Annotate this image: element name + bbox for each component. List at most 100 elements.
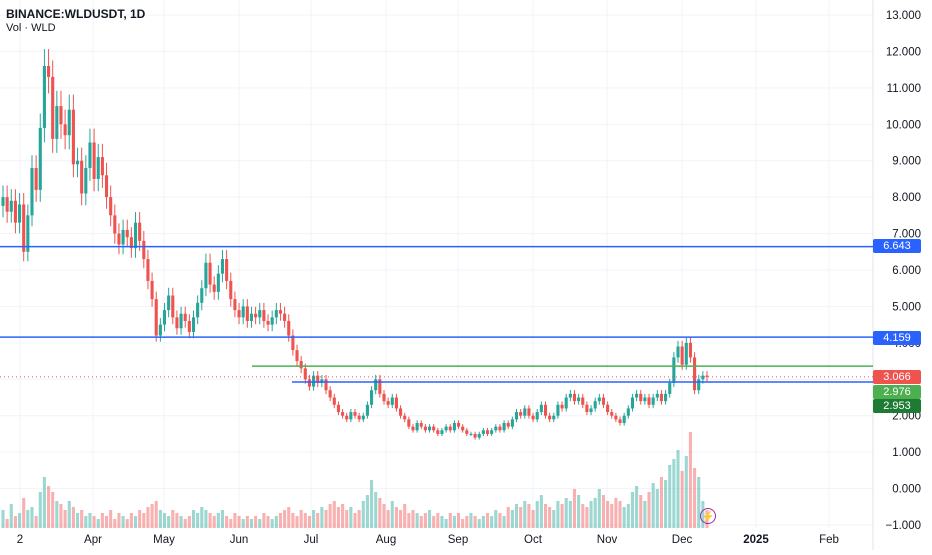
volume-bar: [291, 513, 295, 528]
candle-body: [270, 317, 274, 325]
candle-body: [183, 313, 187, 321]
candle-body: [67, 109, 71, 136]
volume-bar: [510, 510, 514, 528]
x-tick-label: Nov: [597, 534, 618, 546]
volume-bar: [328, 504, 332, 528]
candle-body: [635, 393, 639, 398]
volume-bar: [440, 516, 444, 528]
volume-bar: [659, 477, 663, 528]
volume-bar: [162, 513, 167, 528]
volume-bar: [138, 510, 142, 528]
candle-body: [63, 124, 67, 136]
candle-body: [283, 313, 287, 321]
volume-bar: [556, 501, 560, 528]
candle-body: [419, 423, 423, 427]
candle-body: [688, 342, 692, 358]
candle-body: [469, 433, 473, 435]
candle-body: [96, 157, 100, 179]
volume-bar: [635, 486, 639, 528]
candle-body: [303, 368, 307, 380]
volume-bar: [626, 504, 630, 528]
candle-body: [593, 401, 597, 409]
volume-bar: [639, 495, 643, 528]
candle-body: [647, 397, 651, 405]
candle-body: [676, 346, 680, 358]
volume-indicator-label: Vol · WLD: [6, 22, 56, 34]
candle-body: [312, 375, 316, 387]
volume-bar: [606, 501, 610, 528]
volume-bar: [142, 513, 146, 528]
candle-body: [336, 404, 340, 413]
volume-bar: [494, 510, 498, 528]
candle-body: [167, 295, 171, 311]
hline-price-tag-green: 2.976: [873, 385, 921, 399]
candle-body: [92, 142, 96, 179]
volume-bar: [71, 507, 75, 528]
candle-body: [109, 197, 113, 216]
candle-body: [345, 415, 349, 420]
volume-bar: [47, 486, 51, 528]
volume-bar: [407, 513, 411, 528]
volume-bar: [1, 510, 5, 528]
candle-body: [121, 229, 125, 245]
x-tick-label: 2: [17, 534, 23, 546]
candle-body: [568, 393, 572, 398]
volume-bar: [96, 519, 100, 528]
volume-bar: [589, 501, 593, 528]
candle-body: [104, 175, 109, 198]
volume-bar: [13, 516, 17, 528]
candle-body: [274, 310, 278, 318]
volume-bar: [618, 501, 622, 528]
x-tick-label: Jul: [304, 534, 319, 546]
volume-bar: [610, 504, 614, 528]
volume-bar: [506, 507, 510, 528]
volume-bar: [365, 495, 369, 528]
volume-bar: [539, 495, 543, 528]
candle-body: [34, 168, 38, 190]
lightning-bolt-icon[interactable]: ⚡: [700, 508, 716, 524]
volume-bar: [448, 513, 452, 528]
candle-body: [606, 404, 610, 413]
volume-bar: [229, 519, 233, 528]
candle-body: [5, 197, 9, 212]
candle-body: [386, 401, 390, 405]
volume-bar: [427, 510, 432, 528]
y-tick-label: 8.000: [892, 192, 921, 204]
candle-body: [403, 415, 407, 420]
hline-price-tag-mid: 4.159: [873, 331, 921, 345]
candle-body: [71, 109, 75, 165]
volume-bar: [386, 510, 390, 528]
volume-bar: [92, 516, 96, 528]
candle-body: [258, 310, 262, 318]
candle-body: [589, 408, 593, 413]
volume-bar: [419, 516, 423, 528]
volume-bar: [67, 501, 71, 528]
candle-body: [693, 357, 697, 391]
candle-body: [158, 324, 162, 336]
candle-body: [394, 397, 398, 409]
volume-bar: [237, 516, 241, 528]
y-tick-label: 6.000: [892, 265, 921, 277]
volume-bar: [519, 507, 523, 528]
candle-body: [162, 310, 167, 325]
candle-body: [241, 306, 245, 318]
volume-bar: [18, 513, 22, 528]
volume-bar: [498, 513, 502, 528]
candle-body: [18, 204, 22, 223]
y-tick-label: −1.000: [886, 520, 922, 532]
candle-body: [328, 390, 332, 398]
candle-body: [581, 397, 585, 405]
volume-bar: [241, 519, 245, 528]
volume-bar: [548, 507, 552, 528]
y-tick-label: 2.000: [892, 411, 921, 423]
volume-bar: [668, 465, 672, 528]
candle-body: [560, 404, 564, 409]
x-tick-label: Sep: [448, 534, 468, 546]
y-tick-label: 10.000: [886, 119, 921, 131]
candle-body: [655, 393, 659, 398]
candle-body: [448, 426, 452, 431]
candle-body: [498, 426, 502, 431]
volume-bar: [200, 507, 204, 528]
